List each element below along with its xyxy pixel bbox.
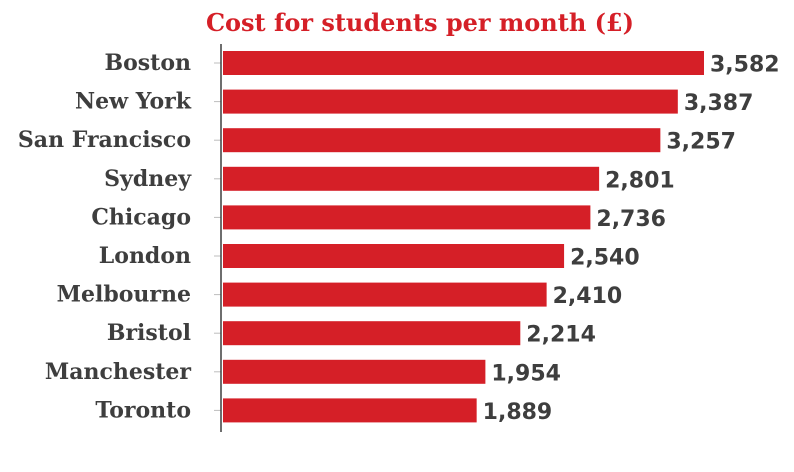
value-label: 1,954 bbox=[491, 361, 561, 386]
bar bbox=[223, 166, 600, 191]
bar-group-melbourne: Melbourne 2,410 bbox=[57, 282, 623, 310]
category-label: Chicago bbox=[91, 204, 191, 230]
category-label: Bristol bbox=[107, 320, 191, 346]
value-label: 2,736 bbox=[596, 207, 666, 232]
bar bbox=[223, 205, 591, 230]
category-label: New York bbox=[75, 89, 192, 115]
category-label: Melbourne bbox=[57, 282, 191, 308]
bar-group-chicago: Chicago 2,736 bbox=[91, 204, 666, 232]
category-label: Toronto bbox=[95, 397, 191, 423]
category-label: London bbox=[99, 243, 191, 269]
value-label: 2,801 bbox=[605, 168, 675, 193]
value-label: 2,214 bbox=[526, 323, 596, 348]
bar-group-sydney: Sydney 2,801 bbox=[104, 166, 675, 194]
value-label: 3,387 bbox=[684, 91, 754, 116]
value-label: 3,257 bbox=[666, 130, 736, 155]
chart-title: Cost for students per month (£) bbox=[206, 8, 634, 37]
bar-group-toronto: Toronto 1,889 bbox=[95, 397, 552, 425]
bar bbox=[223, 244, 565, 268]
bar-group-bristol: Bristol 2,214 bbox=[107, 320, 596, 348]
value-label: 2,410 bbox=[553, 284, 623, 309]
category-label: Sydney bbox=[104, 166, 192, 192]
bars-layer: Boston 3,582 New York 3,387 San Francisco 3,2… bbox=[18, 50, 780, 425]
bar bbox=[223, 359, 486, 384]
bar-group-london: London 2,540 bbox=[99, 243, 640, 271]
value-label: 3,582 bbox=[710, 53, 780, 78]
category-label: Manchester bbox=[45, 359, 192, 385]
category-label: San Francisco bbox=[18, 127, 191, 153]
bar bbox=[223, 89, 678, 114]
bar bbox=[223, 321, 521, 346]
bar bbox=[223, 51, 704, 75]
bar-group-san-francisco: San Francisco 3,257 bbox=[18, 127, 736, 155]
value-label: 1,889 bbox=[483, 400, 553, 425]
category-label: Boston bbox=[105, 50, 192, 76]
bar bbox=[223, 398, 477, 423]
bar bbox=[223, 128, 661, 153]
bar-group-manchester: Manchester 1,954 bbox=[45, 359, 561, 387]
bar-group-boston: Boston 3,582 bbox=[105, 50, 780, 78]
bar-group-new-york: New York 3,387 bbox=[75, 89, 753, 117]
bar bbox=[223, 282, 547, 307]
value-label: 2,540 bbox=[570, 246, 640, 271]
